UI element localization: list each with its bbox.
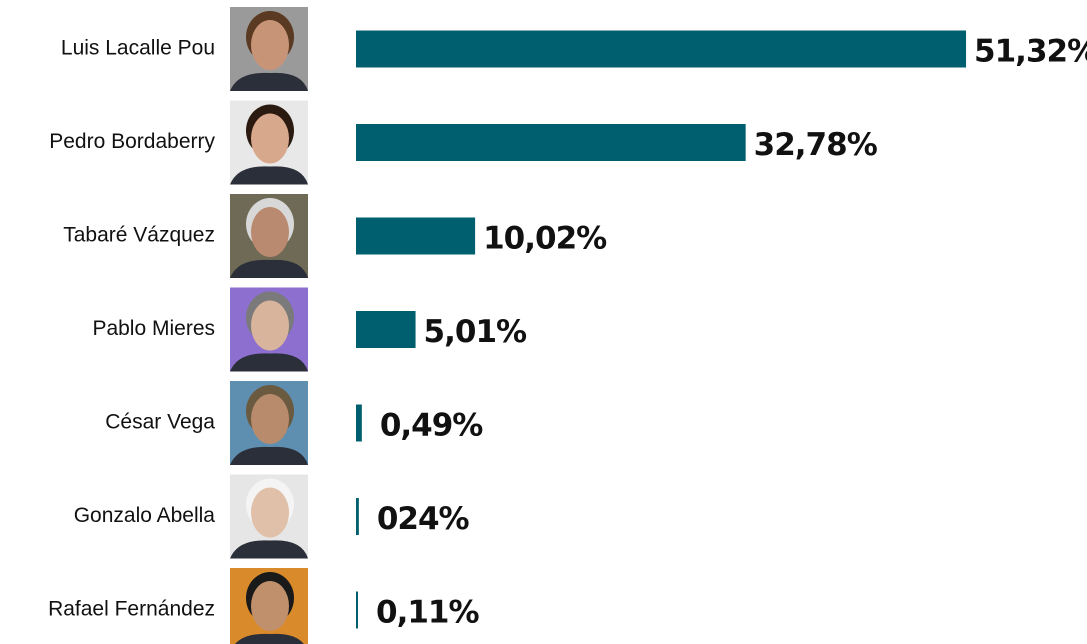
photo-shoulders [230, 540, 308, 559]
candidate-name: Tabaré Vázquez [63, 224, 215, 247]
value-label: 0,11% [376, 595, 479, 631]
bar [356, 217, 476, 255]
bar [356, 498, 359, 535]
candidate-name: Pedro Bordaberry [49, 130, 215, 153]
bar [356, 591, 358, 629]
value-label: 51,32% [974, 34, 1087, 70]
photo-face [251, 300, 289, 351]
bar [356, 311, 416, 348]
bar [356, 404, 362, 442]
candidate-photo [230, 474, 308, 559]
candidate-name: Rafael Fernández [48, 598, 215, 621]
candidate-photo [230, 194, 308, 278]
value-label: 5,01% [424, 314, 527, 350]
candidate-photo [230, 568, 308, 644]
photo-shoulders [235, 633, 304, 644]
value-label: 024% [377, 501, 470, 537]
candidate-name: Gonzalo Abella [74, 504, 216, 527]
candidate-photo [230, 381, 308, 465]
photo-face [251, 113, 289, 164]
photo-face [251, 20, 289, 70]
photo-shoulders [230, 72, 308, 91]
candidate-photo [230, 7, 308, 91]
photo-face [251, 581, 289, 631]
photo-face [251, 207, 289, 257]
candidate-photo [230, 287, 308, 372]
value-label: 0,49% [380, 408, 483, 444]
photo-shoulders [230, 353, 308, 372]
photo-face [251, 394, 289, 444]
candidate-name: Pablo Mieres [92, 317, 215, 340]
bar [356, 124, 746, 161]
bar [356, 30, 967, 68]
value-label: 10,02% [483, 221, 607, 257]
value-label: 32,78% [754, 127, 878, 163]
photo-shoulders [230, 259, 308, 278]
photo-shoulders [230, 446, 308, 465]
photo-shoulders [230, 166, 308, 185]
candidate-name: Luis Lacalle Pou [61, 37, 215, 60]
photo-face [251, 487, 289, 538]
candidate-name: César Vega [105, 411, 215, 434]
candidate-photo [230, 100, 308, 185]
